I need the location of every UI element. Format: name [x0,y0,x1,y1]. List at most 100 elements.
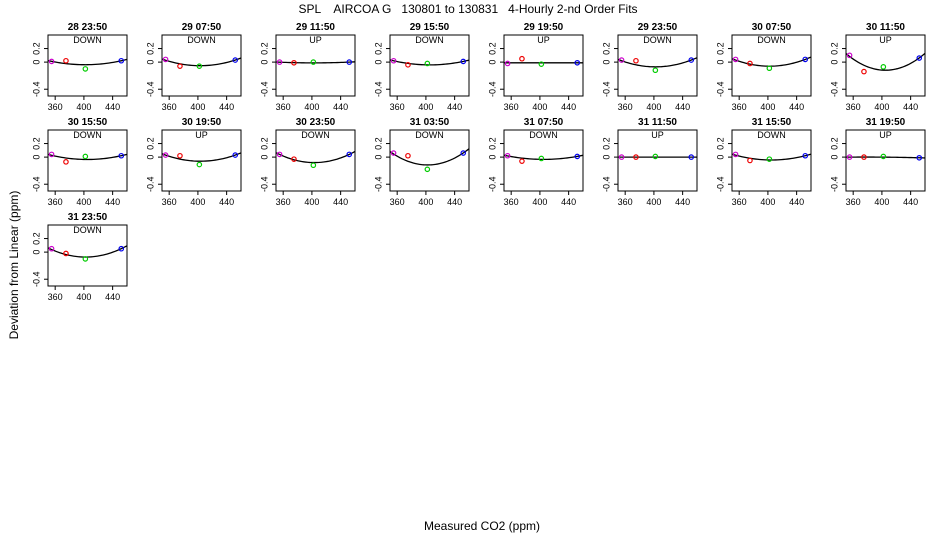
data-point [766,65,773,72]
y-tick-label: 0 [487,155,497,160]
y-tick-label: -0.4 [259,81,269,97]
panel-frame [503,34,584,97]
panel-direction-label: DOWN [529,130,558,140]
y-tick-label: 0 [259,155,269,160]
data-point [405,152,411,159]
x-tick-label: 360 [732,197,747,207]
panel-frame [389,34,470,97]
panel-frame [275,34,356,97]
x-tick-label: 400 [76,197,91,207]
y-tick-label: 0 [31,155,41,160]
y-tick-label: 0.2 [373,137,383,150]
panel-time-label: 29 07:50 [182,22,222,33]
panel-direction-label: DOWN [415,130,444,140]
x-tick-label: 440 [333,102,348,112]
data-point [177,63,183,69]
y-tick-label: 0.2 [145,137,155,150]
x-tick-label: 440 [105,197,120,207]
y-tick-label: -0.4 [715,81,725,97]
x-tick-label: 400 [76,102,91,112]
panel: 30 19:50 UP -0.4 0 0.2 360 400 440 [145,117,242,207]
y-tick-label: -0.4 [601,176,611,192]
y-tick-label: -0.4 [715,176,725,192]
data-point [732,151,739,158]
x-tick-label: 400 [304,197,319,207]
data-point [424,166,431,173]
fit-curve [47,58,128,66]
panel-time-label: 29 19:50 [524,22,564,33]
panel: 30 15:50 DOWN -0.4 0 0.2 360 400 440 [31,117,128,207]
data-point [63,250,69,257]
x-tick-label: 400 [646,102,661,112]
y-tick-label: 0.2 [829,42,839,55]
data-point [861,68,867,75]
y-tick-label: 0 [145,60,155,65]
panel-direction-label: UP [309,35,322,45]
x-tick-label: 440 [447,197,462,207]
y-tick-label: 0 [601,155,611,160]
x-tick-label: 400 [190,197,205,207]
panel-direction-label: DOWN [187,35,216,45]
data-point [846,52,853,59]
panel-direction-label: UP [651,130,664,140]
x-tick-label: 360 [732,102,747,112]
data-point [633,57,639,64]
panel: 29 19:50 UP -0.4 0 0.2 360 400 440 [487,22,584,112]
data-point [291,59,297,66]
x-axis-label: Measured CO2 (ppm) [423,519,541,533]
x-tick-label: 360 [162,102,177,112]
x-tick-label: 440 [675,197,690,207]
x-tick-label: 440 [105,292,120,302]
x-tick-label: 400 [418,102,433,112]
data-point [916,154,923,161]
panel: 31 11:50 UP -0.4 0 0.2 360 400 440 [601,117,698,207]
data-point [310,162,317,169]
x-tick-label: 440 [447,102,462,112]
x-tick-label: 360 [504,102,519,112]
data-point [633,154,639,160]
data-point [390,57,397,64]
y-tick-label: 0 [829,60,839,65]
y-tick-label: 0 [829,155,839,160]
x-tick-label: 400 [760,197,775,207]
y-tick-label: -0.4 [31,176,41,192]
x-tick-label: 360 [48,292,63,302]
x-tick-label: 400 [874,197,889,207]
panel-time-label: 31 19:50 [866,117,906,128]
data-point [390,150,397,156]
y-tick-label: 0.2 [259,137,269,150]
data-point [504,60,511,67]
x-tick-label: 360 [618,197,633,207]
panel: 31 03:50 DOWN -0.4 0 0.2 360 400 440 [373,117,470,207]
x-tick-label: 360 [48,102,63,112]
x-tick-label: 360 [618,102,633,112]
y-tick-label: 0.2 [31,232,41,245]
y-tick-label: 0.2 [487,42,497,55]
panel-frame [47,224,128,287]
x-tick-label: 400 [532,102,547,112]
x-tick-label: 360 [390,102,405,112]
panel-direction-label: UP [537,35,550,45]
panel-direction-label: DOWN [73,225,102,235]
data-point [618,154,625,160]
y-tick-label: -0.4 [829,176,839,192]
data-point [574,59,581,66]
panel: 31 19:50 UP -0.4 0 0.2 360 400 440 [829,117,926,207]
x-tick-label: 400 [532,197,547,207]
panel-time-label: 30 11:50 [866,22,905,33]
panel-frame [47,129,128,192]
x-tick-label: 400 [190,102,205,112]
data-point [916,55,923,61]
panel-direction-label: DOWN [415,35,444,45]
fit-curve [161,152,242,162]
data-point [846,154,853,160]
x-tick-label: 360 [504,197,519,207]
data-point [460,58,467,65]
data-point [118,245,125,252]
y-tick-label: 0.2 [259,42,269,55]
y-tick-label: 0.2 [829,137,839,150]
panel-time-label: 31 23:50 [68,212,108,223]
data-point [162,56,169,63]
panel-time-label: 29 23:50 [638,22,678,33]
